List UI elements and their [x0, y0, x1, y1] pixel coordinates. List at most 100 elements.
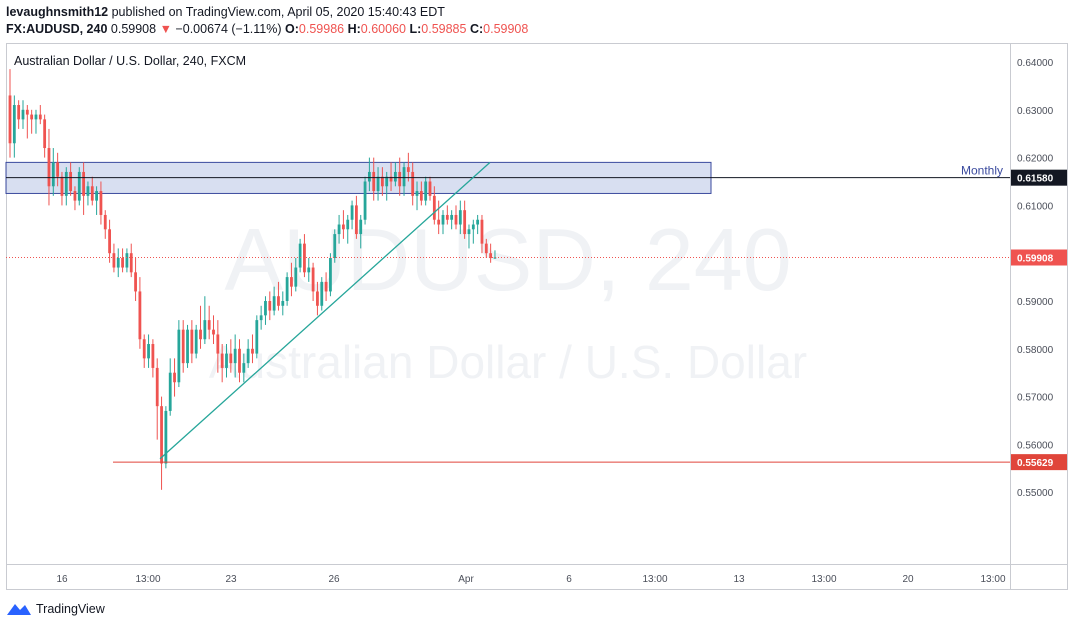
candle-body: [207, 320, 211, 330]
candle-body: [121, 257, 124, 268]
candle-body: [112, 253, 116, 268]
price-tick-label: 0.56000: [1017, 440, 1054, 451]
candle-body: [298, 243, 302, 268]
price-tag-box: [1011, 249, 1067, 266]
candle-body: [380, 176, 384, 187]
candle-body: [103, 214, 107, 230]
time-tick-label: 6: [566, 574, 572, 585]
price-tick-label: 0.59000: [1017, 297, 1054, 308]
watermark-symbol: AUDUSD, 240: [224, 210, 791, 309]
low-value: 0.59885: [421, 22, 467, 36]
time-tick-label: 26: [328, 574, 340, 585]
candle-body: [212, 329, 215, 335]
candle-body: [151, 344, 155, 368]
time-tick-label: 13:00: [980, 574, 1005, 585]
publish-text: published on TradingView.com, April 05, …: [111, 5, 445, 19]
candle-body: [367, 171, 371, 182]
ohlc-row: FX:AUDUSD, 240 0.59908 ▼ −0.00674 (−1.11…: [6, 21, 528, 38]
candle-body: [406, 167, 410, 172]
candle-body: [90, 186, 94, 201]
candle-body: [64, 171, 68, 196]
candle-body: [56, 162, 60, 177]
candle-body: [437, 219, 441, 225]
candle-body: [480, 219, 484, 244]
candle-body: [34, 114, 38, 120]
price-tag-box: [1011, 169, 1067, 186]
candle-body: [181, 329, 185, 364]
candle-body: [43, 119, 47, 149]
candle-body: [385, 176, 389, 187]
time-tick-label: Apr: [458, 574, 474, 585]
candle-body: [476, 219, 480, 225]
candle-body: [320, 281, 324, 306]
price-tick-label: 0.57000: [1017, 393, 1054, 404]
candle-body: [277, 296, 280, 306]
candle-body: [229, 353, 233, 364]
candle-body: [25, 109, 29, 115]
trendline[interactable]: [159, 161, 491, 460]
price-tag-text: 0.61580: [1017, 174, 1054, 185]
price-tick-label: 0.61000: [1017, 201, 1054, 212]
price-tag-text: 0.59908: [1017, 254, 1054, 265]
tradingview-logo-icon: [7, 604, 31, 615]
footer-brand[interactable]: TradingView: [36, 602, 105, 616]
candle-body: [203, 320, 207, 340]
candle-body: [467, 229, 471, 235]
price-tags: 0.61580 0.59908 0.55629: [1011, 169, 1067, 471]
candle-body: [445, 214, 449, 220]
price-tick-label: 0.62000: [1017, 154, 1054, 165]
candle-body: [493, 257, 497, 259]
candle-body: [47, 148, 51, 187]
candle-body: [30, 114, 34, 120]
price-axis[interactable]: 0.640000.630000.620000.610000.600000.590…: [1017, 58, 1054, 499]
candle-body: [216, 334, 220, 354]
candle-body: [108, 229, 111, 254]
high-label: H:: [347, 22, 361, 36]
candle-body: [337, 224, 341, 235]
candle-body: [324, 281, 328, 292]
candle-body: [268, 301, 272, 311]
open-value: 0.59986: [298, 22, 345, 36]
watermark-description: Australian Dollar / U.S. Dollar: [209, 336, 807, 388]
candle-body: [233, 348, 237, 364]
chart-frame: [6, 43, 1068, 590]
candle-body: [454, 214, 458, 225]
candle-body: [194, 329, 198, 354]
candle-body: [389, 176, 393, 182]
candle-body: [471, 224, 475, 230]
candle-body: [294, 267, 298, 287]
candle-body: [125, 253, 129, 268]
time-tick-label: 13:00: [811, 574, 836, 585]
candle-body: [290, 277, 293, 287]
chart-header: levaughnsmith12 published on TradingView…: [6, 4, 528, 38]
high-value: 0.60060: [360, 22, 406, 36]
candle-body: [272, 296, 276, 311]
candle-body: [177, 329, 181, 383]
time-tick-label: 20: [902, 574, 914, 585]
candle-body: [220, 353, 224, 368]
close-value: 0.59908: [483, 22, 529, 36]
down-arrow-icon: ▼: [159, 22, 172, 36]
candle-body: [168, 372, 172, 411]
last-price-tag: 0.59908: [1011, 249, 1067, 266]
publish-info: levaughnsmith12 published on TradingView…: [6, 4, 528, 21]
author[interactable]: levaughnsmith12: [6, 5, 109, 19]
candle-body: [363, 181, 367, 220]
candle-body: [242, 363, 246, 373]
price-tick-label: 0.55000: [1017, 488, 1054, 499]
last-price: 0.59908: [110, 22, 157, 36]
candles: [8, 69, 497, 490]
candle-body: [316, 291, 319, 306]
candle-body: [134, 272, 137, 292]
time-axis[interactable]: 16 13:00 23 26 Apr 6 13:00 13 13:00 20 13:00: [56, 574, 1006, 585]
candle-body: [8, 95, 12, 144]
candle-body: [246, 348, 250, 364]
candle-body: [164, 410, 168, 464]
candle-body: [458, 210, 462, 225]
candle-body: [38, 114, 42, 120]
time-tick-label: 13:00: [135, 574, 160, 585]
price-tag-text: 0.55629: [1017, 458, 1054, 469]
candle-body: [489, 253, 493, 258]
candle-body: [173, 372, 176, 383]
